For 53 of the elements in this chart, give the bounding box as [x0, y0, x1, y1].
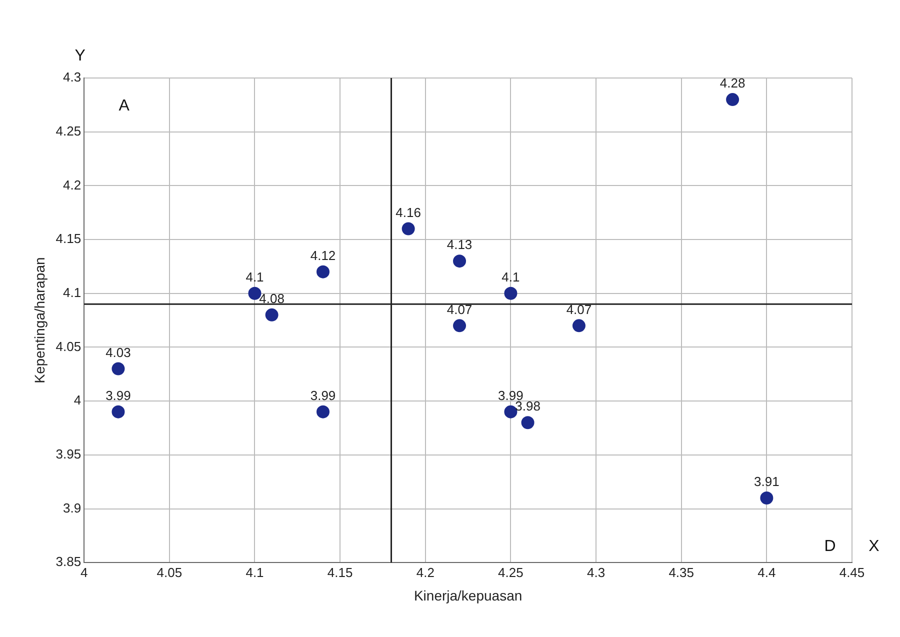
point	[316, 265, 330, 278]
point	[402, 222, 415, 236]
x-axis-title: Kinerja/kepuasan	[414, 587, 522, 604]
y-tick-label: 4.15	[56, 231, 82, 246]
point	[726, 93, 740, 106]
data-label: 4.28	[720, 76, 746, 91]
x-tick-label: 4.3	[586, 564, 606, 580]
point	[521, 416, 534, 430]
point	[572, 319, 586, 332]
point	[112, 405, 125, 418]
x-tick-label: 4.45	[839, 564, 865, 580]
point	[453, 319, 466, 332]
y-tick-label: 4.05	[56, 338, 82, 354]
x-tick-label: 4.4	[758, 564, 776, 580]
data-label: 3.99	[106, 388, 131, 403]
data-label: 4.07	[566, 302, 592, 317]
text: X	[868, 538, 880, 556]
x-tick-label: 4.1	[246, 564, 264, 580]
y-tick-label: 4.2	[63, 177, 82, 192]
data-label: 4.1	[246, 269, 264, 284]
x-tick-label: 4.15	[327, 564, 353, 580]
data-label: 3.99	[310, 388, 336, 403]
y-axis-title: Kepentinga/harapan	[31, 257, 48, 384]
y-tick-label: 3.9	[63, 500, 82, 516]
x-tick-label: 4.35	[668, 564, 694, 580]
point	[453, 254, 466, 268]
point	[316, 405, 330, 418]
y-tick-label: 3.95	[56, 446, 82, 462]
x-tick-label: 4.2	[416, 564, 434, 580]
data-label: 3.99	[498, 388, 524, 403]
text: Y	[74, 47, 86, 64]
annotation: D	[824, 538, 836, 556]
point	[504, 286, 518, 300]
annotation: A	[118, 97, 130, 114]
point	[265, 308, 278, 322]
data-label: 3.91	[754, 474, 780, 490]
data-label: 4.1	[502, 269, 520, 284]
data-label: 4.16	[396, 204, 421, 220]
data-label: 4.08	[259, 290, 284, 306]
x-tick-label: 4.05	[156, 564, 182, 580]
point	[760, 491, 774, 504]
data-label: 4.03	[106, 344, 131, 360]
x-tick-label: 4.25	[498, 564, 524, 580]
y-tick-label: 3.85	[56, 554, 82, 570]
y-tick-label: 4.25	[56, 123, 82, 138]
point	[112, 362, 125, 376]
data-label: 4.12	[310, 248, 336, 263]
y-tick-label: 4.1	[63, 284, 82, 300]
data-label: 4.13	[446, 237, 472, 252]
point	[504, 405, 518, 418]
y-tick-label: 4.3	[63, 70, 82, 85]
y-tick-label: 4	[74, 392, 82, 408]
data-label: 4.07	[446, 302, 472, 317]
